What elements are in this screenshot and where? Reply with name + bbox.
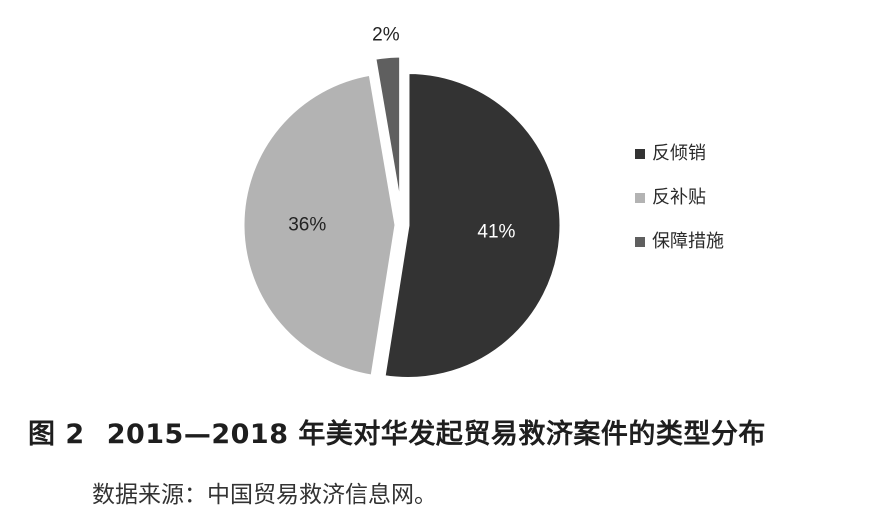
legend-label-1: 反倾销 xyxy=(652,143,706,164)
pie-label-2: 36% xyxy=(288,215,326,236)
legend-label-2: 反补贴 xyxy=(652,187,706,208)
figure-title: 2015—2018 年美对华发起贸易救济案件的类型分布 xyxy=(106,419,766,450)
pie-slice-2 xyxy=(241,72,398,378)
legend-swatch-3 xyxy=(635,237,645,247)
figure-number: 图 2 xyxy=(28,419,85,450)
legend-swatch-2 xyxy=(635,193,645,203)
pie-slice-1 xyxy=(382,70,563,380)
pie-slice-3 xyxy=(373,54,403,210)
pie-chart: 41% 36% 2% 反倾销反补贴保障措施 xyxy=(241,24,724,380)
pie-label-1: 41% xyxy=(477,221,515,242)
pie-label-3: 2% xyxy=(372,24,400,45)
figure-caption: 图 2 2015—2018 年美对华发起贸易救济案件的类型分布 xyxy=(28,412,766,451)
legend-label-3: 保障措施 xyxy=(652,231,724,252)
data-source: 数据来源：中国贸易救济信息网。 xyxy=(92,482,437,508)
legend-swatch-1 xyxy=(635,149,645,159)
